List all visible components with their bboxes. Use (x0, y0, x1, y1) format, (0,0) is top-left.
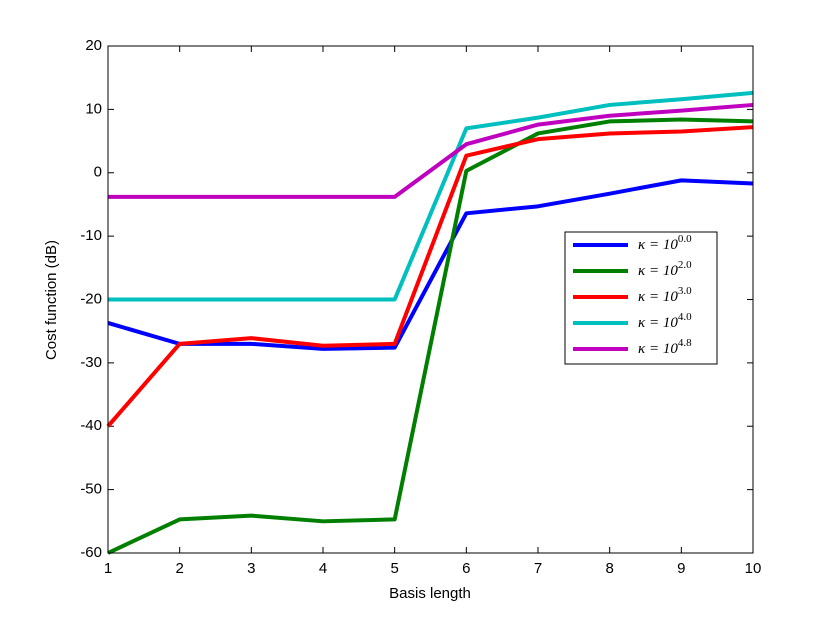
x-tick-label: 4 (319, 560, 327, 577)
line (106, 125, 754, 428)
axes-box (107, 45, 754, 554)
x-tick-label: 10 (745, 560, 762, 577)
y-tick-label: -50 (80, 481, 102, 498)
y-tick-label: -30 (80, 354, 102, 371)
x-tick-label: 1 (104, 560, 112, 577)
y-tick-label: -60 (80, 544, 102, 561)
x-tick-label: 8 (605, 560, 613, 577)
x-tick-label: 6 (462, 560, 470, 577)
x-tick-label: 2 (175, 560, 183, 577)
y-tick-label: -40 (80, 417, 102, 434)
line (108, 102, 754, 199)
y-tick-label: -10 (80, 227, 102, 244)
x-tick-label: 9 (677, 560, 685, 577)
legend-label: κ = 100.0 (638, 233, 692, 254)
legend-label: κ = 102.0 (638, 259, 692, 280)
line (108, 90, 754, 302)
line (107, 117, 754, 555)
legend-label: κ = 104.0 (638, 311, 692, 332)
y-tick-label: 10 (85, 100, 102, 117)
x-tick-label: 3 (247, 560, 255, 577)
legend-label: κ = 104.8 (638, 337, 692, 358)
x-axis-label: Basis length (389, 585, 471, 602)
x-tick-label: 7 (534, 560, 542, 577)
y-axis-label: Cost function (dB) (43, 240, 60, 360)
y-tick-label: -20 (80, 290, 102, 307)
line (107, 178, 754, 351)
x-tick-label: 5 (390, 560, 398, 577)
y-tick-label: 20 (85, 37, 102, 54)
legend-label: κ = 103.0 (638, 285, 692, 306)
y-tick-label: 0 (94, 164, 102, 181)
